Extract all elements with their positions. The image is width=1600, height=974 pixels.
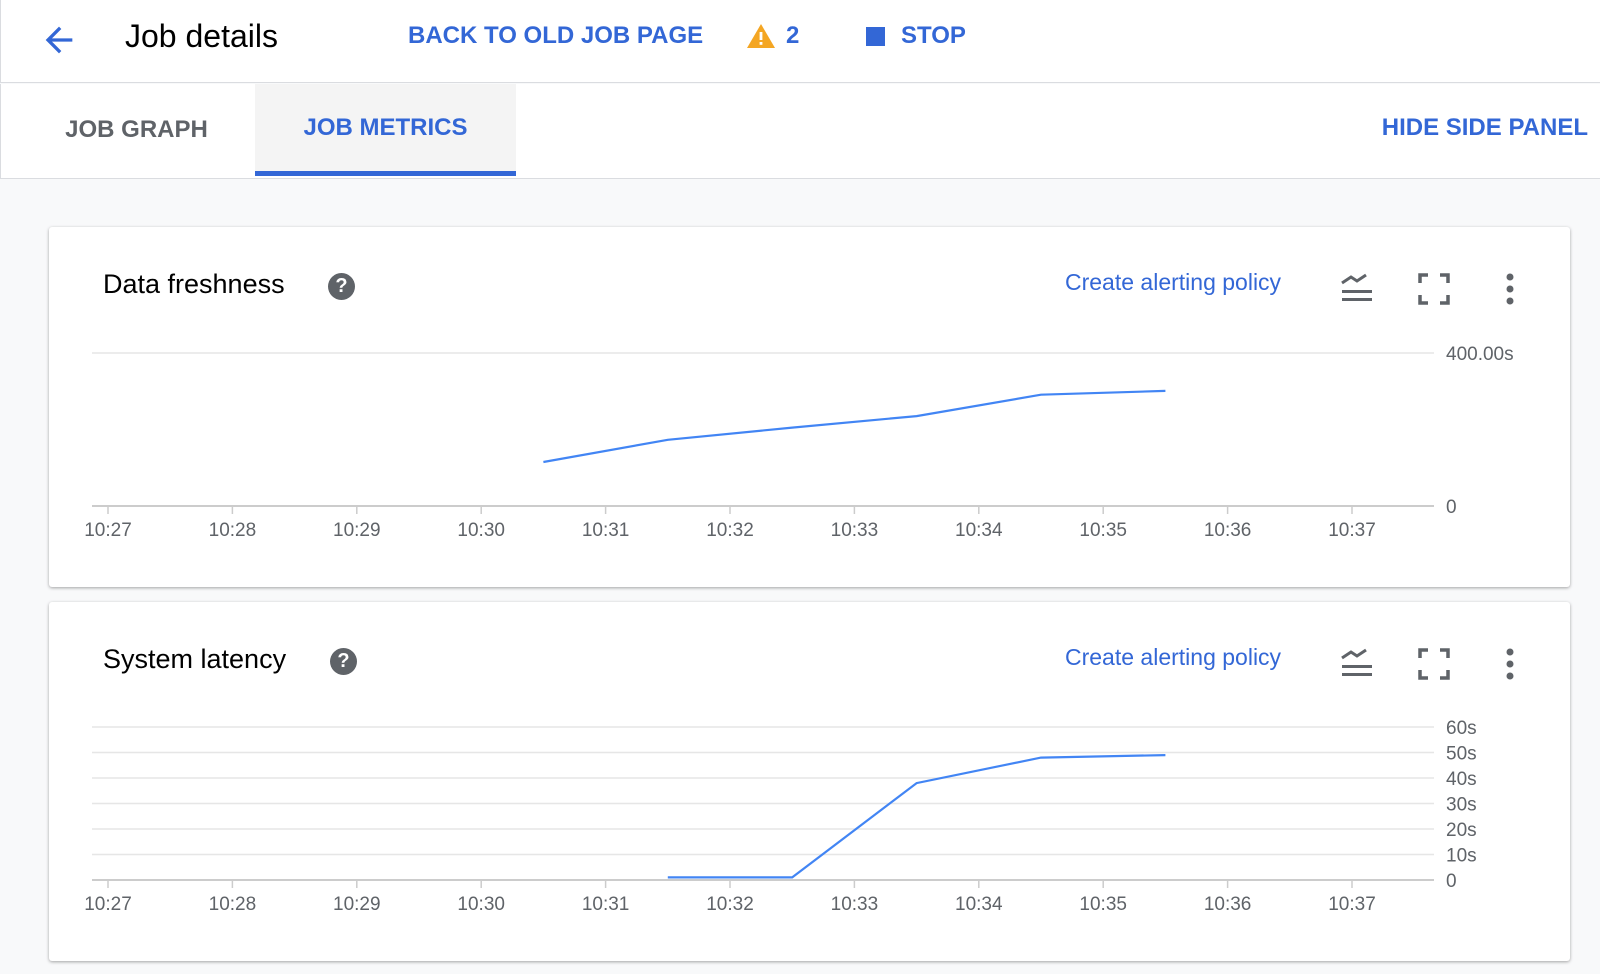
x-tick-label: 10:28	[209, 520, 257, 541]
warning-count: 2	[786, 22, 800, 49]
page-title: Job details	[125, 18, 278, 54]
y-tick-label: 0	[1446, 871, 1457, 892]
more-vert-icon[interactable]	[1492, 646, 1528, 682]
legend-toggle-icon[interactable]	[1339, 271, 1375, 307]
x-tick-label: 10:33	[831, 894, 879, 915]
y-tick-label: 60s	[1446, 718, 1477, 739]
y-tick-label: 40s	[1446, 769, 1477, 790]
y-tick-label: 0	[1446, 497, 1457, 518]
fullscreen-icon[interactable]	[1416, 646, 1452, 682]
data-freshness-chart: 0 400.00s 10:27 10:28 10:29 10:30 10:31 10:32 10…	[84, 344, 1514, 541]
help-icon[interactable]: ?	[330, 648, 357, 675]
x-tick-label: 10:37	[1328, 894, 1376, 915]
x-tick-label: 10:36	[1204, 520, 1252, 541]
back-arrow-icon[interactable]	[39, 20, 79, 60]
x-tick-label: 10:29	[333, 520, 381, 541]
chart-title: System latency	[103, 644, 287, 674]
system-latency-chart: 0 10s 20s 30s 40s 50s 60s 10:27 10:28 10:29 10:30 1…	[84, 718, 1477, 915]
tab-job-metrics[interactable]: JOB METRICS	[255, 84, 516, 176]
stop-button[interactable]: STOP	[866, 22, 966, 50]
create-alerting-policy-link[interactable]: Create alerting policy	[1065, 644, 1282, 670]
x-tick-label: 10:27	[84, 894, 132, 915]
x-tick-label: 10:27	[84, 520, 132, 541]
series-line	[543, 389, 1166, 464]
help-icon[interactable]: ?	[328, 273, 355, 300]
tab-bar: JOB GRAPH JOB METRICS HIDE SIDE PANEL	[0, 84, 1600, 179]
x-tick-label: 10:31	[582, 894, 630, 915]
tab-job-graph[interactable]: JOB GRAPH	[65, 116, 208, 143]
x-tick-label: 10:28	[209, 894, 257, 915]
y-tick-label: 30s	[1446, 795, 1477, 816]
x-tick-label: 10:30	[457, 520, 505, 541]
y-tick-label: 400.00s	[1446, 344, 1514, 365]
more-vert-icon[interactable]	[1492, 271, 1528, 307]
x-tick-label: 10:37	[1328, 520, 1376, 541]
data-freshness-card: Data freshness ? Create alerting policy …	[49, 227, 1570, 587]
warnings-button[interactable]: 2	[746, 22, 799, 50]
chart-title: Data freshness	[103, 269, 285, 299]
stop-label: STOP	[901, 22, 966, 49]
x-tick-label: 10:31	[582, 520, 630, 541]
y-tick-label: 10s	[1446, 846, 1477, 867]
x-tick-label: 10:32	[706, 894, 754, 915]
warning-icon	[747, 24, 775, 48]
system-latency-card: System latency ? Create alerting policy …	[49, 602, 1570, 961]
x-tick-label: 10:35	[1079, 894, 1127, 915]
create-alerting-policy-link[interactable]: Create alerting policy	[1065, 269, 1282, 295]
stop-icon	[866, 26, 885, 46]
x-tick-label: 10:33	[831, 520, 879, 541]
x-tick-label: 10:30	[457, 894, 505, 915]
y-tick-label: 20s	[1446, 820, 1477, 841]
x-tick-label: 10:29	[333, 894, 381, 915]
x-tick-label: 10:34	[955, 520, 1003, 541]
y-tick-label: 50s	[1446, 744, 1477, 765]
x-tick-label: 10:32	[706, 520, 754, 541]
legend-toggle-icon[interactable]	[1339, 646, 1375, 682]
series-line	[667, 754, 1166, 879]
header: Job details BACK TO OLD JOB PAGE 2 STOP	[0, 0, 1600, 83]
fullscreen-icon[interactable]	[1416, 271, 1452, 307]
x-tick-label: 10:34	[955, 894, 1003, 915]
x-tick-label: 10:35	[1079, 520, 1127, 541]
back-to-old-job-page-button[interactable]: BACK TO OLD JOB PAGE	[408, 22, 704, 49]
hide-side-panel-button[interactable]: HIDE SIDE PANEL	[1381, 114, 1588, 141]
x-tick-label: 10:36	[1204, 894, 1252, 915]
